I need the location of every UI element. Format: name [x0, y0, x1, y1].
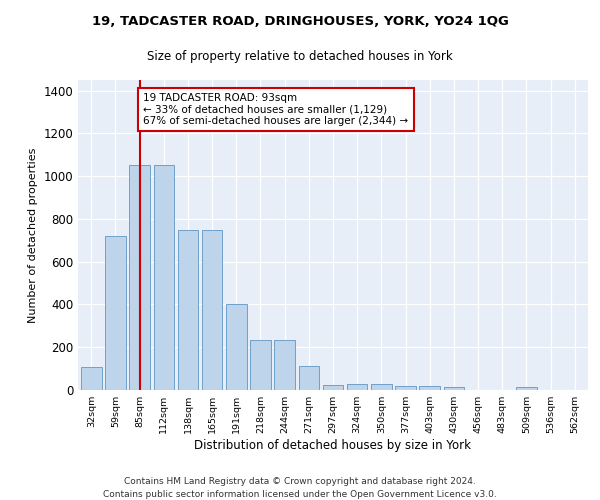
- Bar: [443, 387, 464, 390]
- Bar: [81, 367, 101, 390]
- Bar: [419, 386, 440, 390]
- Bar: [202, 230, 223, 390]
- Bar: [323, 384, 343, 390]
- Bar: [299, 366, 319, 390]
- Bar: [130, 165, 150, 390]
- Text: Contains public sector information licensed under the Open Government Licence v3: Contains public sector information licen…: [103, 490, 497, 499]
- Bar: [154, 165, 174, 390]
- Text: Contains HM Land Registry data © Crown copyright and database right 2024.: Contains HM Land Registry data © Crown c…: [124, 478, 476, 486]
- Bar: [178, 230, 198, 390]
- X-axis label: Distribution of detached houses by size in York: Distribution of detached houses by size …: [194, 439, 472, 452]
- Text: Size of property relative to detached houses in York: Size of property relative to detached ho…: [147, 50, 453, 63]
- Bar: [274, 340, 295, 390]
- Text: 19, TADCASTER ROAD, DRINGHOUSES, YORK, YO24 1QG: 19, TADCASTER ROAD, DRINGHOUSES, YORK, Y…: [92, 15, 508, 28]
- Text: 19 TADCASTER ROAD: 93sqm
← 33% of detached houses are smaller (1,129)
67% of sem: 19 TADCASTER ROAD: 93sqm ← 33% of detach…: [143, 93, 409, 126]
- Bar: [250, 340, 271, 390]
- Bar: [226, 304, 247, 390]
- Bar: [516, 387, 536, 390]
- Y-axis label: Number of detached properties: Number of detached properties: [28, 148, 38, 322]
- Bar: [347, 384, 367, 390]
- Bar: [371, 384, 392, 390]
- Bar: [395, 386, 416, 390]
- Bar: [105, 236, 126, 390]
